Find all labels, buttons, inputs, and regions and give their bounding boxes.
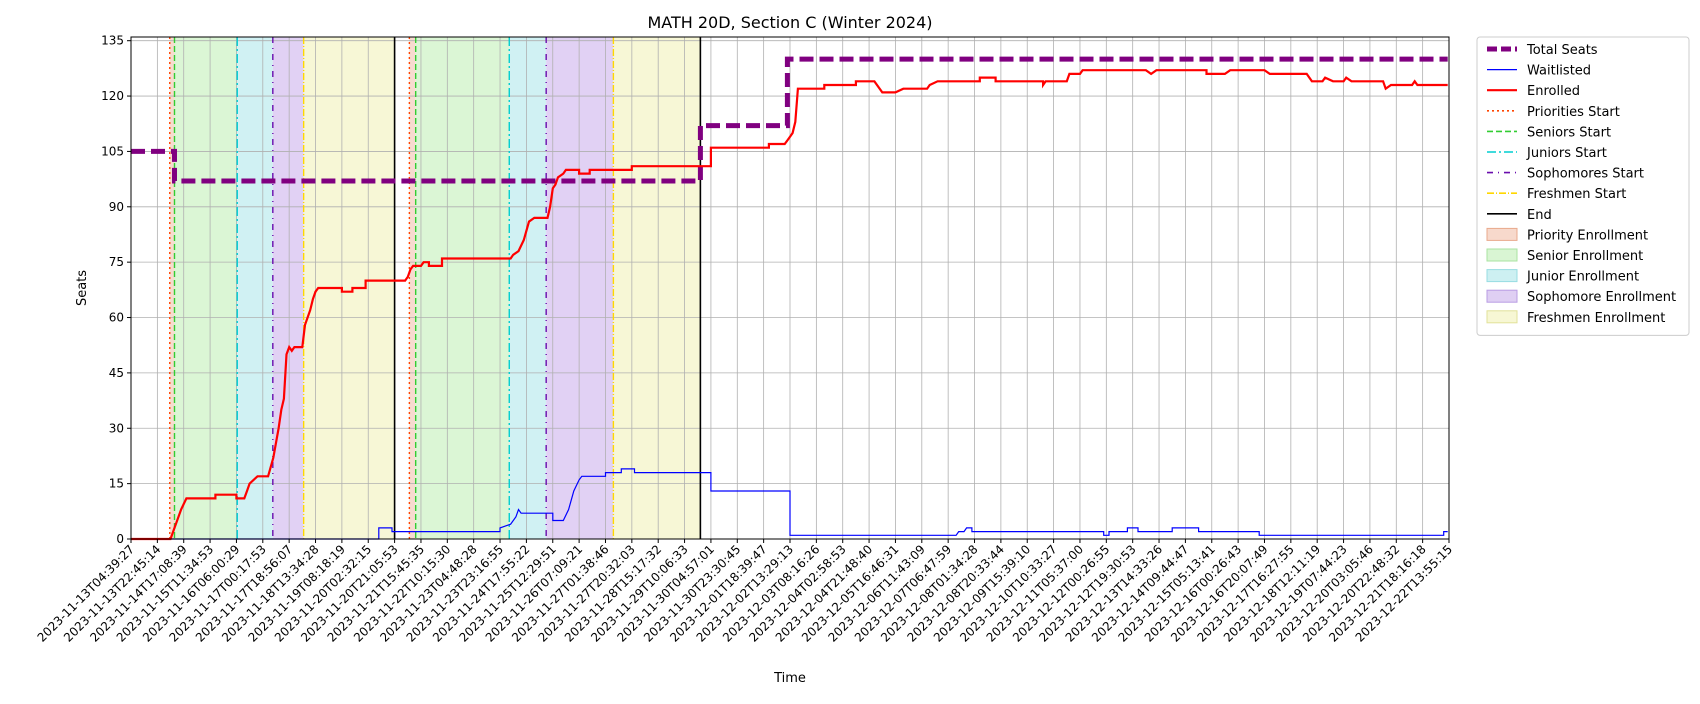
- phase-priority-enrollment: [169, 37, 175, 539]
- y-axis-label: Seats: [75, 270, 90, 306]
- grid-lines: [130, 37, 1450, 540]
- series-total-seats: [131, 56, 1448, 184]
- data-series: [131, 56, 1448, 541]
- phase-sophomore-enrollment: [546, 37, 614, 539]
- legend-label: Priorities Start: [1527, 105, 1620, 120]
- legend-swatch: [1486, 248, 1518, 262]
- legend-label: Junior Enrollment: [1526, 270, 1639, 285]
- y-tick-label: 60: [109, 311, 124, 325]
- y-tick-label: 135: [101, 34, 124, 48]
- legend-label: Freshmen Enrollment: [1527, 311, 1665, 326]
- phase-senior-enrollment: [174, 37, 238, 539]
- legend-label: Juniors Start: [1526, 146, 1607, 161]
- legend-label: Total Seats: [1526, 43, 1598, 58]
- series-waitlisted: [131, 468, 1448, 540]
- y-tick-label: 90: [109, 200, 124, 214]
- phase-junior-enrollment: [237, 37, 273, 539]
- legend-label: Enrolled: [1527, 84, 1580, 99]
- phase-junior-enrollment: [509, 37, 547, 539]
- phase-regions: [169, 37, 701, 539]
- chart-title: MATH 20D, Section C (Winter 2024): [647, 13, 932, 32]
- series-enrolled: [131, 69, 1448, 541]
- legend-swatch: [1486, 289, 1518, 303]
- x-axis-label: Time: [773, 671, 806, 686]
- legend-label: Sophomores Start: [1527, 167, 1644, 182]
- legend-swatch: [1486, 269, 1518, 283]
- legend-swatch: [1486, 310, 1518, 324]
- phase-sophomore-enrollment: [272, 37, 304, 539]
- phase-senior-enrollment: [415, 37, 510, 539]
- legend-label: Seniors Start: [1527, 125, 1611, 140]
- y-axis-ticks: 0 15 30 45 60 75 90 105 120 135: [101, 34, 131, 546]
- phase-markers: [169, 37, 702, 539]
- y-tick-label: 30: [109, 421, 124, 435]
- y-tick-label: 45: [109, 366, 124, 380]
- legend-box: [1476, 36, 1690, 336]
- phase-priority-enrollment: [409, 37, 416, 539]
- phase-freshmen-enrollment: [613, 37, 701, 539]
- y-tick-label: 15: [109, 477, 124, 491]
- legend-label: Sophomore Enrollment: [1527, 290, 1676, 305]
- legend-swatch: [1486, 227, 1518, 241]
- legend-label: Priority Enrollment: [1527, 228, 1648, 243]
- legend-label: End: [1527, 208, 1552, 223]
- legend: Total Seats Waitlisted Enrolled Priorities …: [1476, 36, 1690, 336]
- y-tick-label: 75: [109, 255, 124, 269]
- legend-label: Waitlisted: [1527, 64, 1591, 79]
- legend-label: Freshmen Start: [1527, 187, 1626, 202]
- legend-label: Senior Enrollment: [1527, 249, 1643, 264]
- y-tick-label: 0: [116, 532, 124, 546]
- y-tick-label: 105: [101, 144, 124, 158]
- y-tick-label: 120: [101, 89, 124, 103]
